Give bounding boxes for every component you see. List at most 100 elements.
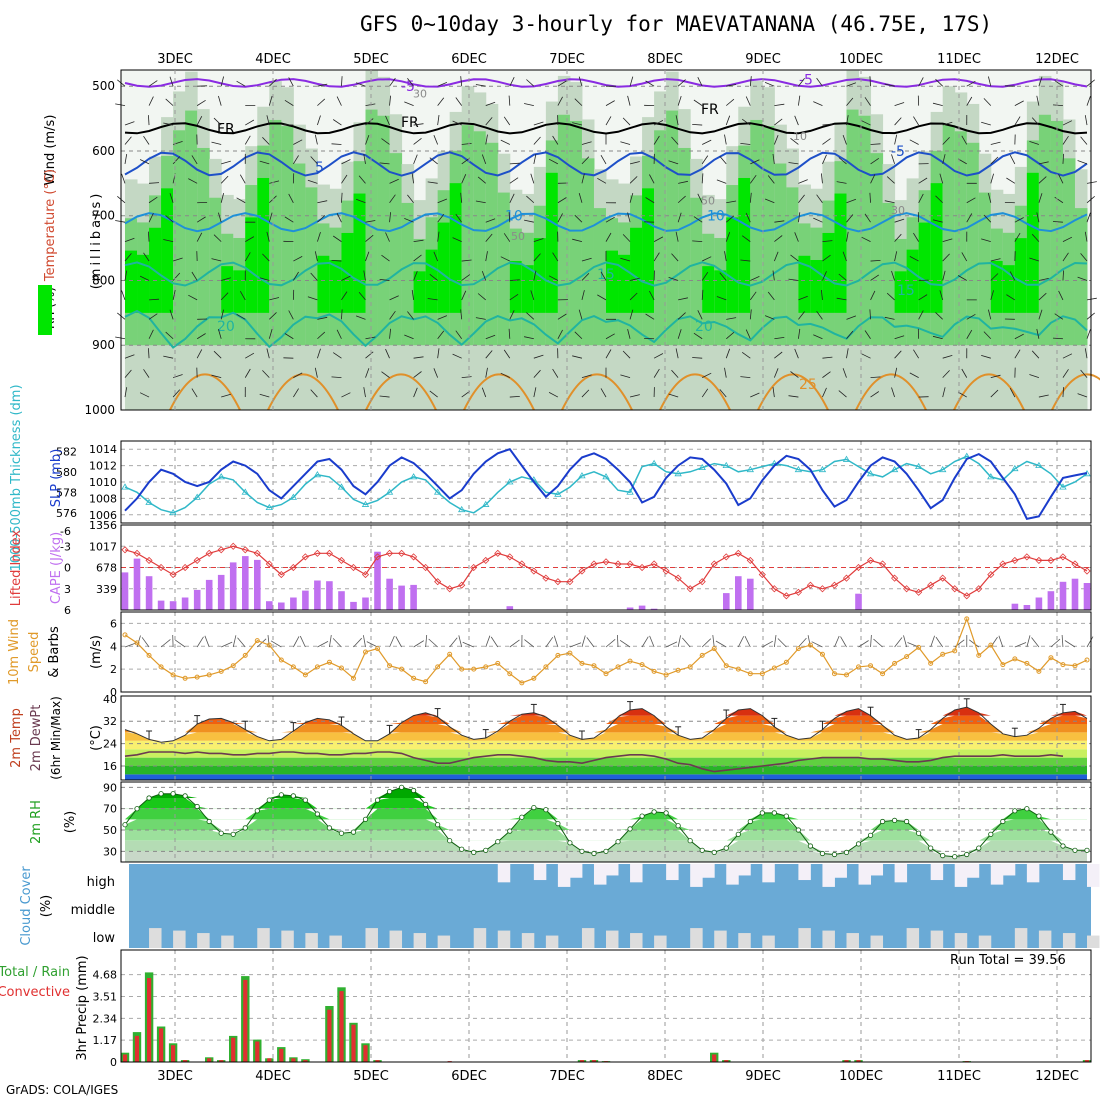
temp-tick-label: 40 (103, 693, 117, 706)
wind-barb (629, 76, 634, 87)
cloud-high-gap (702, 864, 715, 878)
wind-barb (961, 135, 968, 145)
wind-speed-marker (880, 671, 886, 677)
wind-barb (218, 95, 222, 106)
contour-label: 20 (217, 319, 235, 335)
wind-barb (750, 159, 760, 165)
rh-shade-dark (521, 265, 535, 313)
wind-barb (236, 197, 246, 204)
rh-marker (952, 854, 958, 860)
wind-barb (774, 103, 785, 107)
cape-bar (266, 601, 273, 610)
wind-speed-marker (699, 652, 705, 658)
rh-tick-label: 50 (103, 824, 117, 837)
wind-barb (148, 213, 154, 223)
rh-marker (519, 814, 525, 820)
wind-barb (317, 215, 326, 223)
wind-barb (677, 329, 682, 339)
rh-marker (867, 832, 874, 838)
wind-barb (939, 173, 944, 184)
wind-barb (284, 333, 294, 340)
precip-conv-bar (183, 1060, 188, 1062)
wind-barb (813, 334, 823, 340)
wind-barb (460, 76, 463, 87)
lifted-index-marker (999, 560, 1007, 568)
wind-barb (741, 235, 751, 242)
rh-shade-mid (786, 187, 799, 346)
lifted-index-marker (951, 585, 959, 593)
wind-speed-marker (182, 675, 188, 681)
wind-barb (627, 95, 631, 106)
wind-barb (317, 98, 326, 106)
wind-barb (981, 355, 991, 359)
lifted-index-marker (217, 546, 225, 554)
wind-barb (981, 121, 991, 126)
wind-barb (772, 270, 775, 281)
cape-bar (735, 576, 742, 610)
wind-barb (1052, 104, 1063, 107)
wind-barb (1084, 348, 1088, 359)
temperature-band (125, 740, 1087, 750)
wind-barb (764, 82, 775, 87)
wind-speed-marker (1000, 662, 1006, 668)
contour-label: 30 (413, 88, 427, 101)
wind-barb (719, 272, 727, 281)
wind-barb (169, 309, 174, 320)
wind-barb (569, 642, 582, 648)
wind-barb (677, 95, 682, 106)
wind-barb (284, 99, 294, 106)
wind-barb (143, 252, 150, 262)
wind-barb (314, 134, 318, 145)
lifted-index-marker (434, 578, 442, 586)
temp-unit-label: (°C) (89, 725, 104, 751)
wind-barb (1009, 271, 1016, 281)
wind-barb (341, 159, 351, 165)
wind-speed-marker (675, 667, 681, 673)
cape-bar (747, 578, 754, 610)
wind-barb (1054, 196, 1064, 204)
wind-barb (1014, 349, 1021, 359)
wind-speed-marker (146, 652, 152, 658)
wind-barb (310, 272, 318, 281)
rh-shade-mid (461, 125, 475, 346)
wind-barb (413, 123, 424, 126)
rh-shade-mid (1062, 158, 1076, 346)
rh-marker (807, 843, 814, 849)
lifted-index-marker (879, 560, 887, 568)
wind-barb (1084, 231, 1088, 242)
cape-bar (217, 574, 225, 610)
wind-barb (961, 252, 968, 262)
wind-barb (293, 155, 299, 165)
wind-barb (870, 174, 876, 184)
wind-barb (389, 178, 399, 184)
wind-barb (822, 371, 831, 378)
cloud-low-gap (846, 933, 859, 948)
wind-barb (1058, 174, 1064, 184)
rh-marker (350, 829, 357, 835)
wind-barb (165, 98, 174, 106)
top-day-label: 6DEC (451, 52, 487, 67)
cape-tick-label: 678 (96, 562, 117, 575)
rh-band (125, 830, 1087, 841)
wind-barb (236, 80, 246, 87)
wind-barb (842, 368, 847, 378)
wind-barb (798, 212, 801, 223)
wind-barb (627, 329, 631, 339)
wind-barb (942, 370, 950, 378)
cloud-low-gap (389, 930, 403, 948)
wind-barb (1086, 181, 1097, 184)
slp-line (124, 448, 1088, 521)
wind-barb (822, 387, 827, 398)
wind-barb (244, 135, 251, 145)
wind-barb (653, 236, 664, 242)
wind-barb (675, 231, 679, 242)
wind-barb (196, 333, 206, 340)
rh-marker (1000, 818, 1006, 825)
wind-barb (461, 259, 472, 262)
wind-barb (149, 182, 160, 184)
wind-barb (385, 115, 390, 126)
thickness-marker (602, 473, 610, 480)
wind-barb (485, 101, 496, 106)
wind-barb (586, 637, 595, 648)
wind-barb (675, 348, 679, 359)
